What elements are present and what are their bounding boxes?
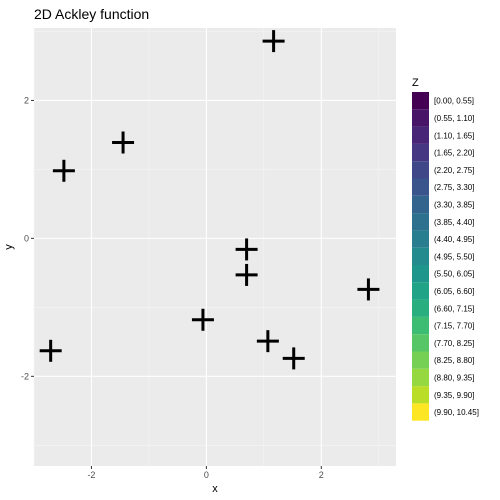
x-axis: -2 0 2 <box>87 466 324 480</box>
x-tick-label: 2 <box>319 470 324 480</box>
legend: Z [0.00, 0.55] (0.55, 1.10] (1.10, 1.65] (1… <box>412 77 479 421</box>
legend-label: (9.90, 10.45] <box>434 408 479 417</box>
x-axis-title: x <box>212 483 218 495</box>
legend-key <box>412 386 429 404</box>
legend-label: (3.85, 4.40] <box>434 218 474 227</box>
legend-label: (8.80, 9.35] <box>434 373 474 382</box>
legend-label: (3.30, 3.85] <box>434 200 474 209</box>
legend-key <box>412 161 429 179</box>
legend-label: (2.20, 2.75] <box>434 166 474 175</box>
y-tick-label: 2 <box>24 95 29 105</box>
legend-key <box>412 334 429 352</box>
legend-key <box>412 368 429 387</box>
legend-label: [0.00, 0.55] <box>434 97 474 106</box>
legend-label: (6.05, 6.60] <box>434 287 474 296</box>
legend-label: (8.25, 8.80] <box>434 356 474 365</box>
data-point <box>262 30 285 53</box>
data-points <box>39 30 380 370</box>
legend-key <box>412 265 429 283</box>
legend-key <box>412 316 429 335</box>
legend-key <box>412 195 429 214</box>
legend-label: (2.75, 3.30] <box>434 183 474 192</box>
x-tick-label: 0 <box>204 470 209 480</box>
legend-key <box>412 143 429 162</box>
legend-label: (6.60, 7.15] <box>434 304 474 313</box>
legend-title: Z <box>412 77 419 89</box>
legend-label: (1.10, 1.65] <box>434 131 474 140</box>
data-point <box>235 238 258 261</box>
chart-title: 2D Ackley function <box>34 6 149 22</box>
legend-key <box>412 282 429 300</box>
legend-key <box>412 126 429 144</box>
plot-panel <box>34 28 396 466</box>
legend-label: (0.55, 1.10] <box>434 114 474 123</box>
legend-label: (4.40, 4.95] <box>434 235 474 244</box>
legend-key <box>412 230 429 248</box>
legend-label: (9.35, 9.90] <box>434 391 474 400</box>
legend-label: (1.65, 2.20] <box>434 149 474 158</box>
grid-minor <box>33 28 396 466</box>
grid-major <box>34 28 396 466</box>
y-axis-title: y <box>3 244 15 250</box>
data-point <box>112 131 135 154</box>
data-point <box>256 330 279 353</box>
legend-label: (7.15, 7.70] <box>434 322 474 331</box>
legend-key <box>412 178 429 196</box>
data-point <box>235 263 258 286</box>
legend-label: (5.50, 6.05] <box>434 270 474 279</box>
legend-key <box>412 299 429 317</box>
data-point <box>39 339 62 362</box>
legend-key <box>412 109 429 127</box>
legend-key <box>412 351 429 369</box>
x-tick-label: -2 <box>87 470 95 480</box>
y-tick-label: -2 <box>21 371 29 381</box>
y-tick-label: 0 <box>24 233 29 243</box>
y-axis: -2 0 2 <box>21 95 34 381</box>
data-point <box>357 278 380 301</box>
data-point <box>191 308 214 331</box>
legend-label: (7.70, 8.25] <box>434 339 474 348</box>
legend-key <box>412 247 429 265</box>
legend-key <box>412 403 429 421</box>
legend-label: (4.95, 5.50] <box>434 252 474 261</box>
data-point <box>52 159 75 182</box>
data-point <box>282 347 305 370</box>
legend-key <box>412 213 429 231</box>
legend-key <box>412 92 429 110</box>
